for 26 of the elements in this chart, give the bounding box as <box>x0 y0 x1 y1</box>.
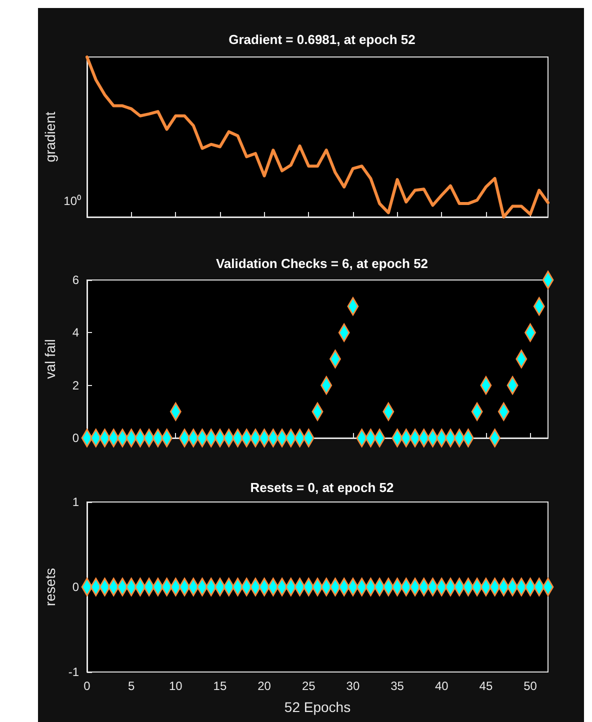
x-tick-label: 0 <box>84 679 91 693</box>
y-axis-title: resets <box>42 568 58 606</box>
x-tick-label: 15 <box>213 679 227 693</box>
chart-title: Resets = 0, at epoch 52 <box>250 480 394 495</box>
y-tick-label: 0 <box>72 580 80 594</box>
y-tick-label: 0 <box>72 431 80 445</box>
y-axis-title: gradient <box>42 112 58 162</box>
x-tick-label: 5 <box>128 679 135 693</box>
y-tick-label: 6 <box>72 273 80 287</box>
x-tick-label: 50 <box>524 679 538 693</box>
chart-title: Gradient = 0.6981, at epoch 52 <box>228 32 416 47</box>
y-tick-label: -1 <box>68 665 80 679</box>
y-axis-title: val fail <box>42 339 58 379</box>
y-tick-label: 4 <box>72 326 80 340</box>
x-tick-label: 35 <box>390 679 404 693</box>
x-tick-label: 40 <box>434 679 449 693</box>
x-tick-label: 45 <box>479 679 493 693</box>
text: 10⁰ <box>64 194 81 208</box>
x-tick-label: 10 <box>168 679 183 693</box>
x-tick-label: 25 <box>302 679 316 693</box>
chart-title: Validation Checks = 6, at epoch 52 <box>216 256 428 271</box>
y-tick-label: 1 <box>72 495 80 509</box>
x-axis-title: 52 Epochs <box>284 699 351 715</box>
y-tick-label: 2 <box>72 378 80 392</box>
x-tick-label: 20 <box>258 679 272 693</box>
x-tick-label: 30 <box>346 679 360 693</box>
